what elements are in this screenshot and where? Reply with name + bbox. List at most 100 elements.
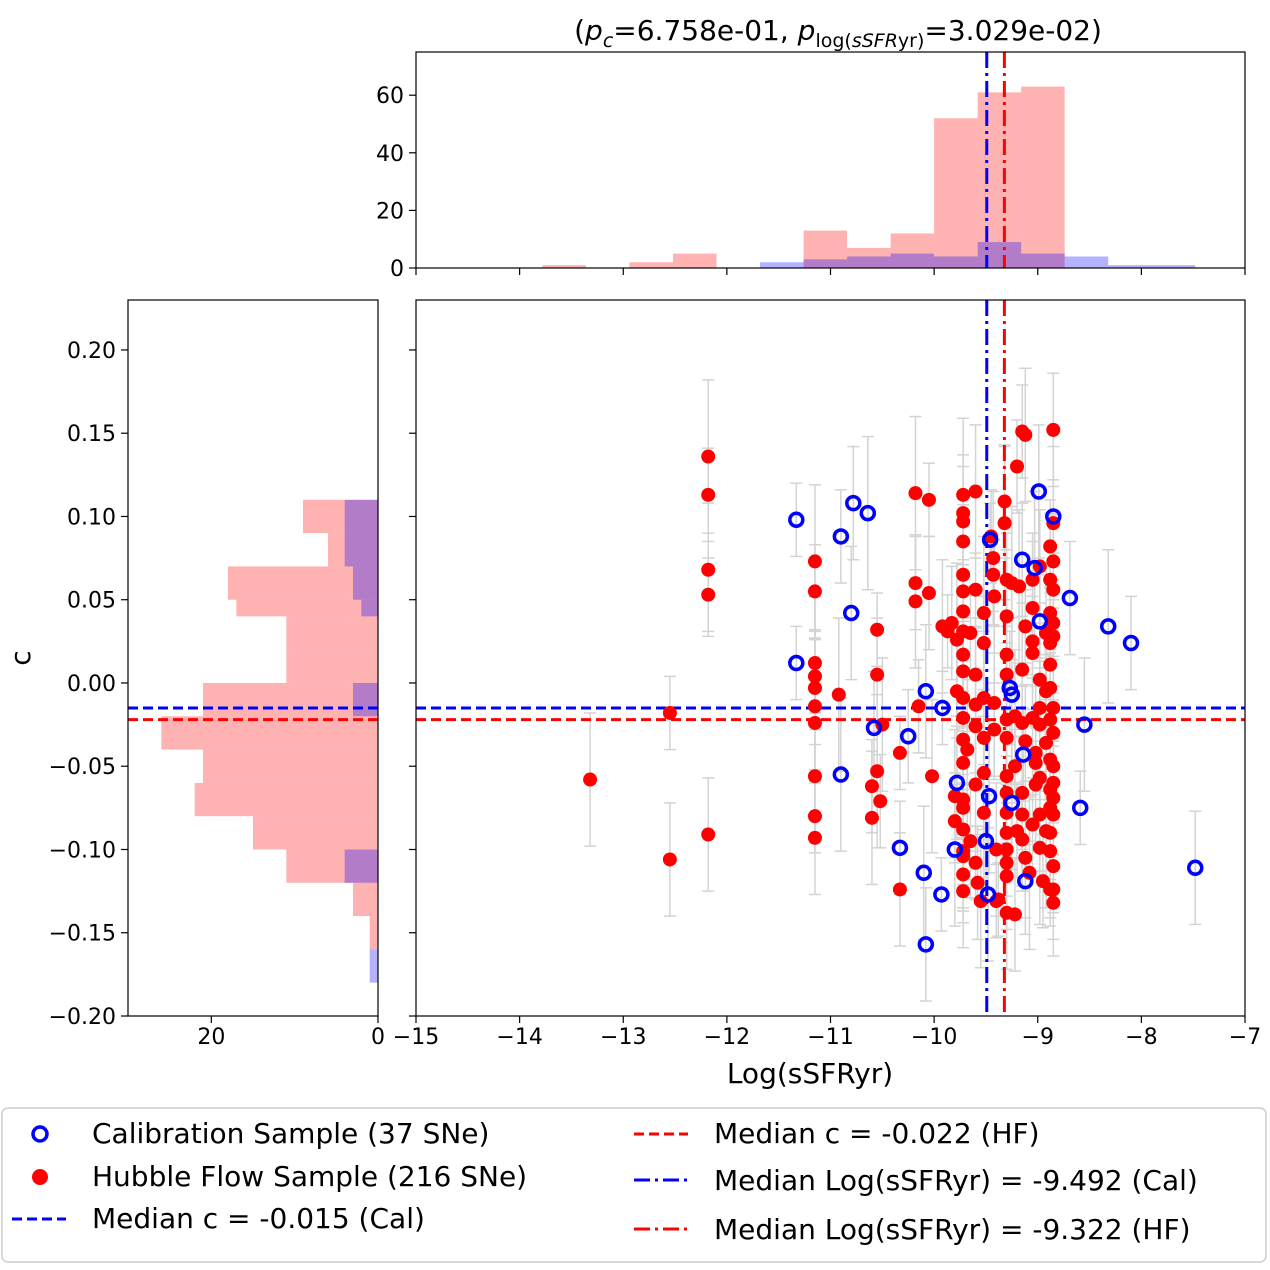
hubble-flow-point [1032, 717, 1047, 732]
x-tick-label: −9 [1022, 1025, 1054, 1050]
calibration-point [1076, 716, 1093, 733]
top-hist-bar-cal [890, 253, 935, 268]
hubble-flow-point [1028, 745, 1043, 760]
top-hist-bar-hf [890, 233, 935, 268]
hubble-flow-point [956, 487, 971, 502]
top-hist-bar-hf [672, 253, 717, 268]
hubble-flow-point [976, 805, 991, 820]
calibration-point [842, 604, 860, 622]
y-axis-label: c [4, 650, 37, 665]
hubble-flow-point [1015, 807, 1030, 822]
hubble-flow-point [1018, 850, 1033, 865]
y-tick-label: 0.00 [67, 672, 116, 697]
y-tick-label: −0.20 [49, 1005, 116, 1030]
calibration-point [865, 719, 883, 737]
top-hist-y-tick-label: 0 [390, 257, 404, 282]
left-hist-frame [127, 299, 379, 1017]
top-hist-bar-cal [1108, 265, 1152, 268]
series-hubble-flow [583, 422, 1061, 922]
title-log-value: =3.029e-02) [924, 14, 1102, 47]
left-hist-bar-cal [353, 566, 378, 600]
calibration-point [1030, 483, 1048, 500]
title-c-value: =6.758e-01, [613, 14, 797, 47]
legend-label-calibration: Calibration Sample (37 SNe) [92, 1117, 489, 1150]
hubble-flow-point [1028, 755, 1043, 770]
x-tick-label: −10 [911, 1025, 957, 1050]
hubble-flow-point [999, 869, 1014, 884]
hubble-flow-point [864, 810, 879, 825]
left-hist-bar-hf [353, 882, 378, 917]
hubble-flow-point [987, 722, 1002, 737]
hubble-flow-point [1032, 672, 1047, 687]
hubble-flow-point [1046, 895, 1061, 910]
hubble-flow-point [807, 584, 822, 599]
hubble-flow-point [1046, 700, 1061, 715]
hubble-flow-point [1010, 459, 1025, 474]
calibration-point [1071, 799, 1089, 817]
hubble-flow-point [864, 779, 879, 794]
legend-frame [1, 1107, 1267, 1263]
left-hist-bar-hf [369, 916, 378, 950]
hubble-flow-point [987, 589, 1002, 604]
legend: Calibration Sample (37 SNe) Hubble Flow … [1, 1107, 1267, 1263]
y-tick-label: 0.20 [67, 339, 116, 364]
top-hist-bar-hf [934, 118, 978, 268]
x-tick-label: −15 [393, 1025, 439, 1050]
y-tick-label: −0.15 [49, 922, 116, 947]
hubble-flow-point [997, 516, 1012, 531]
hubble-flow-point [944, 616, 959, 631]
top-histogram: 0 20 40 60 [376, 51, 1246, 282]
calibration-point [1003, 794, 1021, 812]
hubble-flow-point [999, 609, 1014, 624]
legend-entry-hubble-flow: Hubble Flow Sample (216 SNe) [32, 1160, 527, 1193]
y-tick-label: −0.05 [49, 755, 116, 780]
hubble-flow-point [968, 777, 983, 792]
hubble-flow-point [1043, 825, 1058, 840]
calibration-point [1017, 872, 1034, 890]
y-tick-label: 0.15 [67, 422, 116, 447]
calibration-point [948, 774, 966, 792]
hubble-flow-point [963, 834, 978, 849]
hubble-flow-point [976, 690, 991, 705]
left-hist-bar-cal [344, 533, 378, 567]
left-hist-bar-hf [303, 499, 378, 534]
hubble-flow-point [956, 800, 971, 815]
calibration-point [845, 494, 862, 512]
hubble-flow-point [870, 667, 885, 682]
title-sub-log: log( [815, 30, 851, 52]
legend-label-median-ssfr-hf: Median Log(sSFRyr) = -9.322 (HF) [714, 1213, 1191, 1246]
x-tick-label: −13 [600, 1025, 646, 1050]
hubble-flow-point [1032, 700, 1047, 715]
title-sub-yr: yr) [898, 30, 924, 52]
top-hist-bar-cal [934, 256, 978, 268]
x-tick-label: −7 [1229, 1025, 1261, 1050]
calibration-point [1031, 613, 1049, 630]
calibration-point [915, 864, 933, 882]
left-hist-x-tick-label: 20 [197, 1025, 225, 1050]
hubble-flow-point [870, 764, 885, 779]
x-tick-label: −8 [1125, 1025, 1157, 1050]
hubble-flow-point [956, 664, 971, 679]
calibration-point [980, 787, 998, 805]
top-hist-y-tick-label: 60 [376, 84, 404, 109]
legend-entry-median-ssfr-cal: Median Log(sSFRyr) = -9.492 (Cal) [634, 1164, 1198, 1197]
y-tick-label: 0.10 [67, 505, 116, 530]
calibration-point [1045, 508, 1062, 525]
hubble-flow-point [968, 667, 983, 682]
hubble-flow-point [1015, 715, 1030, 730]
calibration-point [1122, 634, 1140, 652]
hubble-flow-point [908, 594, 923, 609]
main-plot-area [416, 300, 1245, 1016]
top-hist-bar-hf [1021, 86, 1065, 268]
hubble-flow-point [1018, 734, 1033, 749]
top-hist-bar-cal [1021, 253, 1065, 268]
hubble-flow-point [807, 554, 822, 569]
hubble-flow-point [1046, 422, 1061, 437]
calibration-point [832, 528, 850, 545]
top-hist-y-tick-label: 20 [376, 199, 404, 224]
hubble-flow-point [956, 604, 971, 619]
top-hist-bar-cal [1064, 256, 1109, 268]
hubble-flow-point [1007, 759, 1022, 774]
hubble-flow-point [1046, 775, 1061, 790]
top-hist-bar-cal [847, 256, 891, 268]
